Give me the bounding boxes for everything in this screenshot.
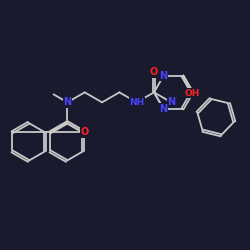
- Text: NH: NH: [129, 98, 144, 107]
- Text: N: N: [63, 97, 72, 107]
- Text: O: O: [150, 67, 158, 77]
- Text: OH: OH: [185, 89, 200, 98]
- Text: N: N: [160, 71, 168, 81]
- Text: O: O: [80, 127, 89, 137]
- Text: N: N: [160, 104, 168, 114]
- Text: N: N: [167, 97, 175, 107]
